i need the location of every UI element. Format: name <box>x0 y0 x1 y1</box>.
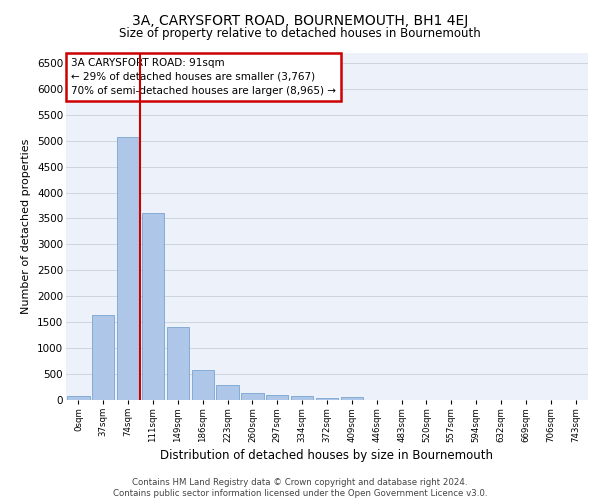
Bar <box>266 395 289 400</box>
X-axis label: Distribution of detached houses by size in Bournemouth: Distribution of detached houses by size … <box>161 449 493 462</box>
Bar <box>291 396 313 400</box>
Bar <box>191 370 214 400</box>
Bar <box>167 327 189 400</box>
Bar <box>92 316 115 400</box>
Bar <box>217 385 239 400</box>
Bar <box>316 398 338 400</box>
Bar <box>67 396 89 400</box>
Y-axis label: Number of detached properties: Number of detached properties <box>22 138 31 314</box>
Bar <box>117 136 139 400</box>
Bar <box>142 214 164 400</box>
Bar <box>341 398 363 400</box>
Text: 3A CARYSFORT ROAD: 91sqm
← 29% of detached houses are smaller (3,767)
70% of sem: 3A CARYSFORT ROAD: 91sqm ← 29% of detach… <box>71 58 336 96</box>
Text: Size of property relative to detached houses in Bournemouth: Size of property relative to detached ho… <box>119 28 481 40</box>
Text: 3A, CARYSFORT ROAD, BOURNEMOUTH, BH1 4EJ: 3A, CARYSFORT ROAD, BOURNEMOUTH, BH1 4EJ <box>132 14 468 28</box>
Bar <box>241 392 263 400</box>
Text: Contains HM Land Registry data © Crown copyright and database right 2024.
Contai: Contains HM Land Registry data © Crown c… <box>113 478 487 498</box>
